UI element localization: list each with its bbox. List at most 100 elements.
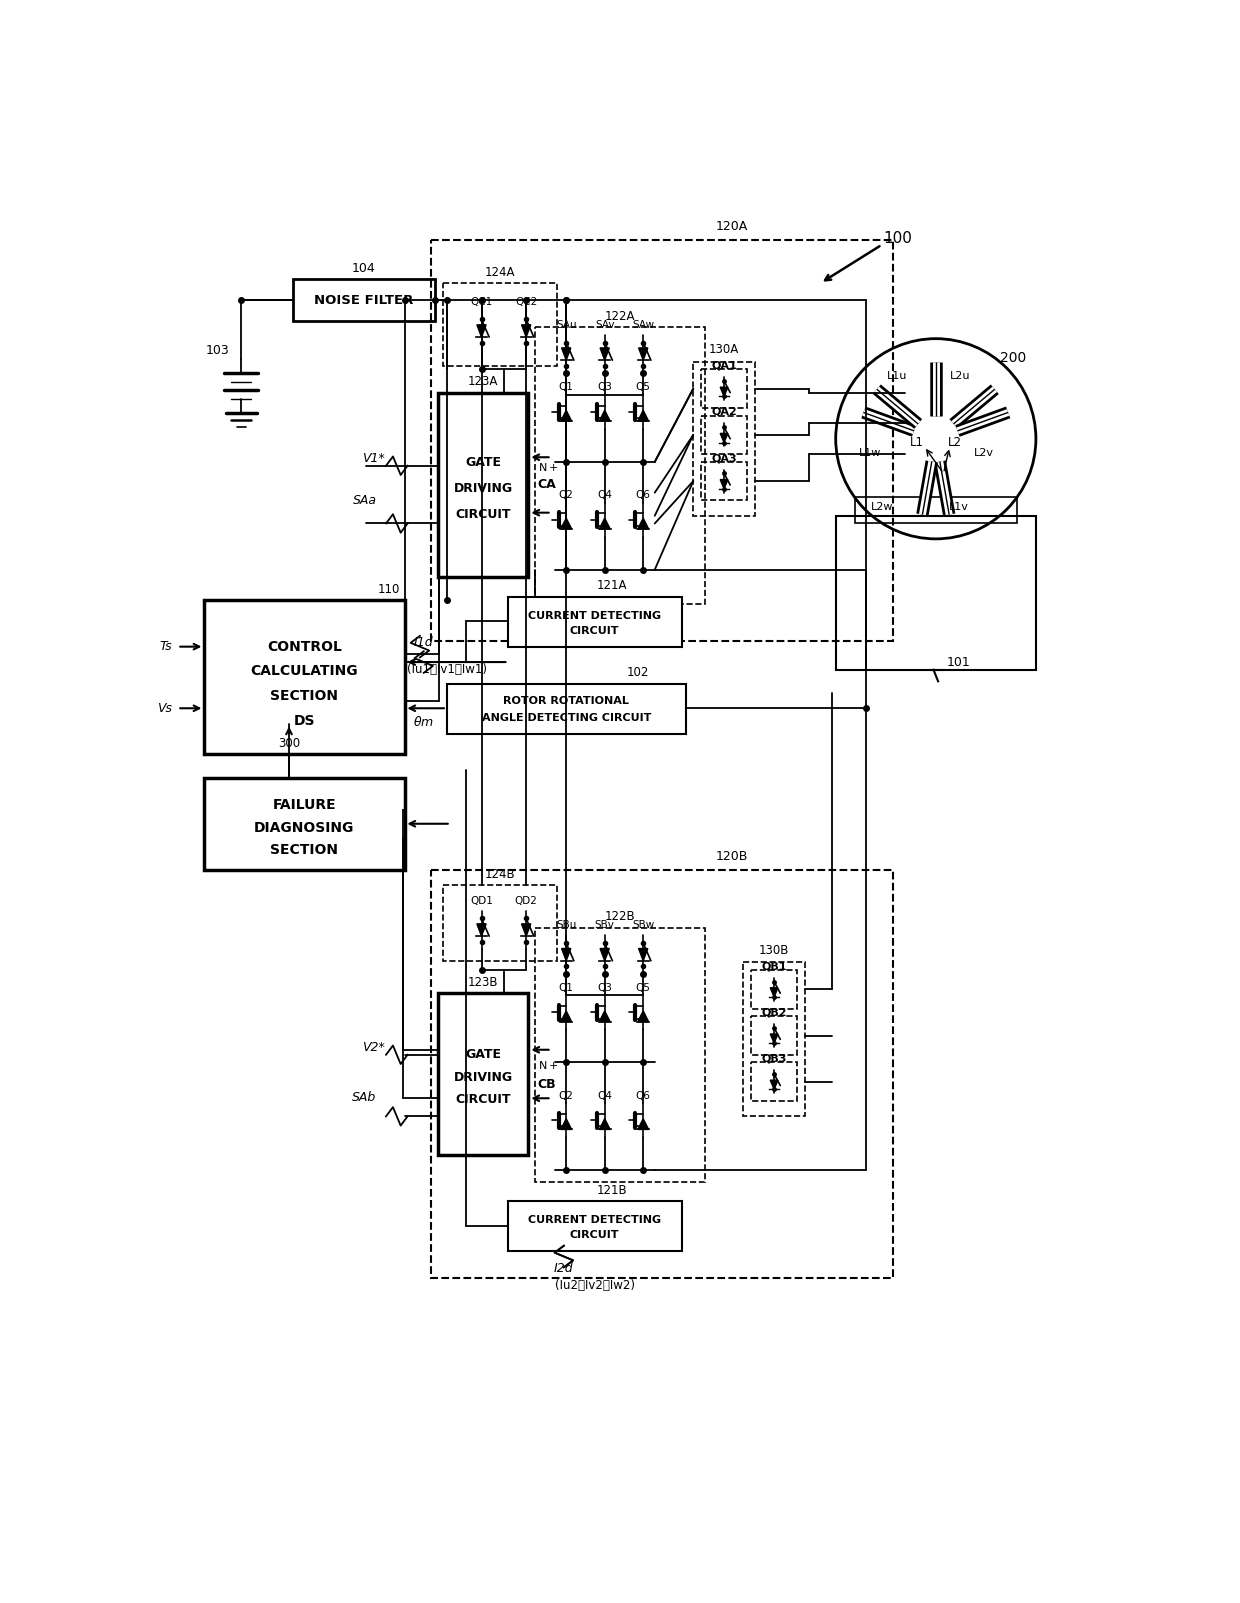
Text: N: N — [539, 463, 547, 473]
Text: 122A: 122A — [605, 309, 635, 322]
Text: 123A: 123A — [467, 375, 498, 388]
Text: 130B: 130B — [759, 944, 790, 957]
Bar — [432, 240, 894, 641]
Text: SAb: SAb — [352, 1090, 377, 1103]
Text: CURRENT DETECTING: CURRENT DETECTING — [528, 1215, 661, 1225]
Bar — [536, 327, 704, 604]
Text: I1d: I1d — [414, 636, 434, 649]
Text: 102: 102 — [626, 667, 649, 680]
Polygon shape — [599, 1119, 610, 1130]
Text: SAw: SAw — [632, 321, 655, 330]
Bar — [205, 777, 404, 870]
Polygon shape — [522, 325, 531, 337]
Text: CB: CB — [538, 1077, 557, 1090]
Text: CIRCUIT: CIRCUIT — [455, 508, 511, 521]
Text: Q6: Q6 — [636, 491, 651, 500]
Text: 130A: 130A — [709, 343, 739, 356]
Text: QB3: QB3 — [761, 1053, 787, 1064]
Polygon shape — [770, 987, 777, 997]
Polygon shape — [720, 479, 728, 489]
Text: QA3: QA3 — [712, 454, 737, 463]
Text: $\theta$m: $\theta$m — [413, 715, 434, 729]
Bar — [508, 1201, 682, 1250]
Text: 120A: 120A — [715, 220, 748, 232]
Bar — [443, 885, 557, 960]
Text: Q4: Q4 — [598, 1090, 613, 1101]
Text: V2*: V2* — [362, 1040, 386, 1053]
Text: (Iu1、Iv1、Iw1): (Iu1、Iv1、Iw1) — [407, 664, 487, 676]
Polygon shape — [637, 518, 649, 529]
Text: DRIVING: DRIVING — [454, 483, 512, 495]
Bar — [432, 870, 894, 1278]
Text: I2d: I2d — [554, 1262, 574, 1274]
Text: 121A: 121A — [598, 579, 627, 593]
Bar — [205, 601, 404, 755]
Polygon shape — [639, 949, 647, 960]
Text: SECTION: SECTION — [270, 843, 339, 856]
Text: QD2: QD2 — [515, 896, 538, 906]
Polygon shape — [560, 410, 572, 422]
Polygon shape — [600, 348, 609, 361]
Text: SECTION: SECTION — [270, 689, 339, 704]
Polygon shape — [637, 1119, 649, 1130]
Text: 101: 101 — [947, 656, 971, 668]
Text: QB2: QB2 — [761, 1007, 787, 1018]
Text: +: + — [548, 1061, 558, 1071]
Text: CA: CA — [538, 478, 557, 492]
Text: SBw: SBw — [632, 920, 655, 930]
Polygon shape — [599, 410, 610, 422]
Polygon shape — [770, 1034, 777, 1044]
Text: 100: 100 — [883, 231, 911, 245]
Text: SAa: SAa — [352, 494, 377, 507]
Text: DRIVING: DRIVING — [454, 1071, 512, 1084]
Text: Vs: Vs — [157, 702, 172, 715]
Text: QA2: QA2 — [712, 407, 737, 417]
Text: 122B: 122B — [605, 911, 635, 923]
Text: GATE: GATE — [465, 457, 501, 470]
Text: Ts: Ts — [159, 640, 172, 652]
Bar — [536, 928, 704, 1181]
Polygon shape — [720, 433, 728, 442]
Text: SBv: SBv — [595, 920, 615, 930]
Text: N: N — [539, 1061, 547, 1071]
Bar — [438, 393, 528, 577]
Text: 200: 200 — [999, 351, 1025, 365]
Polygon shape — [637, 1011, 649, 1021]
Bar — [438, 994, 528, 1154]
Polygon shape — [599, 518, 610, 529]
Text: 120B: 120B — [715, 850, 748, 862]
Text: Q4: Q4 — [598, 491, 613, 500]
Text: Q1: Q1 — [559, 983, 574, 992]
Polygon shape — [560, 1011, 572, 1021]
Polygon shape — [637, 410, 649, 422]
Text: SBu: SBu — [556, 920, 577, 930]
Text: +: + — [548, 463, 558, 473]
Text: CALCULATING: CALCULATING — [250, 664, 358, 678]
Text: Q2: Q2 — [559, 491, 574, 500]
Polygon shape — [770, 1080, 777, 1090]
Polygon shape — [522, 923, 531, 936]
Text: SAu: SAu — [556, 321, 577, 330]
Polygon shape — [477, 923, 486, 936]
Text: QC1: QC1 — [470, 297, 492, 306]
Text: L1: L1 — [910, 436, 924, 449]
Bar — [446, 683, 686, 734]
Text: CURRENT DETECTING: CURRENT DETECTING — [528, 611, 661, 620]
Text: ROTOR ROTATIONAL: ROTOR ROTATIONAL — [503, 696, 629, 707]
Text: Q5: Q5 — [636, 382, 651, 393]
Bar — [443, 284, 557, 367]
Bar — [701, 415, 748, 454]
Polygon shape — [562, 348, 570, 361]
Text: Q3: Q3 — [598, 983, 613, 992]
Bar — [508, 596, 682, 646]
Polygon shape — [720, 388, 728, 396]
Text: L2: L2 — [949, 436, 962, 449]
Text: 104: 104 — [352, 261, 376, 276]
Text: Q6: Q6 — [636, 1090, 651, 1101]
Text: ANGLE DETECTING CIRCUIT: ANGLE DETECTING CIRCUIT — [481, 713, 651, 723]
Text: DS: DS — [294, 713, 315, 728]
Bar — [751, 1063, 797, 1101]
Text: L2v: L2v — [973, 447, 993, 457]
Text: GATE: GATE — [465, 1048, 501, 1061]
Text: CIRCUIT: CIRCUIT — [570, 1230, 620, 1241]
